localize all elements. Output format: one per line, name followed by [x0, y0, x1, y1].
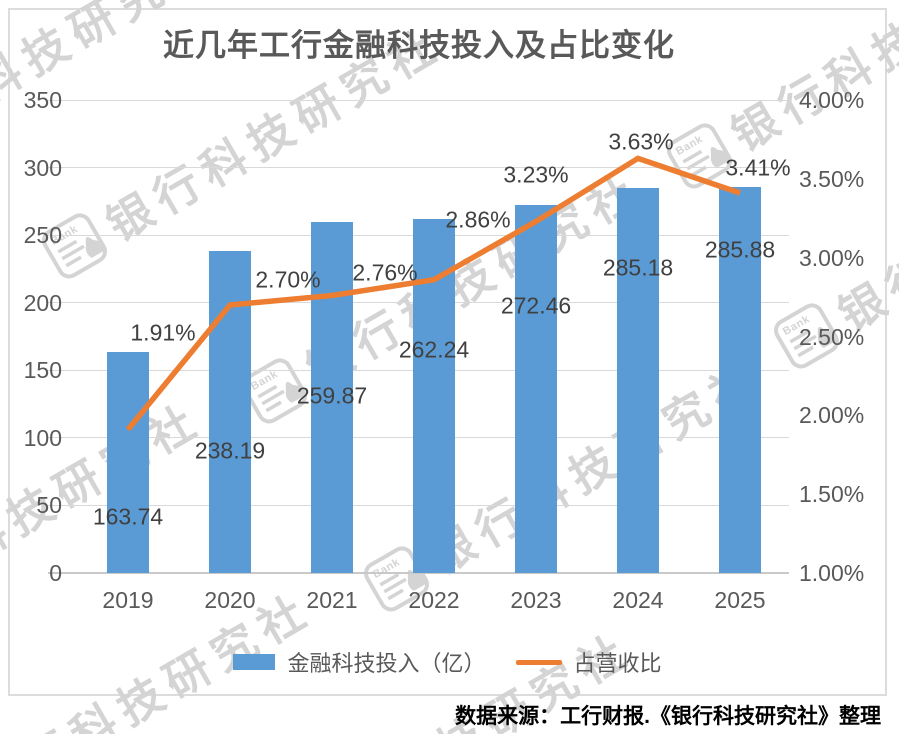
bar-value-label: 259.87 [296, 382, 368, 409]
line-percent-label: 2.76% [352, 259, 418, 286]
right-axis-tick-label: 2.00% [799, 402, 865, 429]
bar-fintech-investment [311, 221, 353, 573]
gridline [48, 99, 789, 101]
x-axis-category-label: 2024 [612, 587, 664, 613]
bar-value-label: 238.19 [194, 437, 266, 464]
bar-fintech-investment [719, 186, 761, 573]
x-axis-category-label: 2022 [408, 587, 460, 613]
x-axis-category-label: 2020 [204, 587, 256, 613]
right-axis-tick-label: 2.50% [799, 323, 865, 350]
right-axis-tick-label: 3.50% [799, 165, 865, 192]
left-axis-tick-label: 150 [23, 357, 62, 384]
legend-bar-swatch-icon [233, 654, 276, 670]
right-axis-tick-label: 1.50% [799, 481, 865, 508]
line-percent-label: 3.41% [725, 154, 791, 181]
legend: 金融科技投入（亿） 占营收比 [8, 646, 887, 678]
x-axis-category-label: 2021 [306, 587, 358, 613]
legend-item-line: 占营收比 [515, 646, 662, 678]
source-note: 数据来源：工行财报.《银行科技研究社》整理 [455, 705, 881, 728]
x-axis-category-label: 2019 [102, 587, 154, 613]
chart-title: 近几年工行金融科技投入及占比变化 [163, 28, 675, 63]
bar-fintech-investment [515, 204, 557, 573]
left-axis-tick-label: 300 [23, 154, 62, 181]
right-axis-tick-label: 4.00% [799, 87, 865, 113]
bar-value-label: 285.88 [704, 236, 776, 263]
left-axis-tick-label: 350 [23, 87, 62, 113]
line-percent-label: 2.70% [255, 266, 321, 293]
line-percent-label: 2.86% [445, 206, 511, 233]
right-axis-tick-label: 3.00% [799, 244, 865, 271]
chart-frame [8, 8, 887, 696]
bar-value-label: 272.46 [500, 292, 572, 319]
bar-value-label: 163.74 [92, 503, 164, 530]
bar-value-label: 262.24 [398, 336, 470, 363]
legend-line-label: 占营收比 [573, 651, 662, 676]
left-axis-tick-label: 0 [49, 560, 62, 586]
right-axis-tick-label: 1.00% [799, 560, 865, 586]
gridline [48, 167, 789, 169]
left-axis-tick-label: 50 [36, 492, 62, 519]
legend-bar-label: 金融科技投入（亿） [287, 651, 486, 676]
x-axis-category-label: 2023 [510, 587, 562, 613]
left-axis-tick-label: 100 [23, 424, 62, 451]
line-percent-label: 1.91% [130, 319, 196, 346]
legend-line-swatch-icon [515, 659, 562, 665]
left-axis-tick-label: 200 [23, 289, 62, 316]
line-percent-label: 3.63% [608, 128, 674, 155]
line-percent-label: 3.23% [503, 161, 569, 188]
x-axis-category-label: 2025 [714, 587, 766, 613]
bar-value-label: 285.18 [602, 254, 674, 281]
bar-fintech-investment [617, 187, 659, 573]
bar-fintech-investment [107, 351, 149, 573]
legend-item-bars: 金融科技投入（亿） [233, 646, 486, 678]
left-axis-tick-label: 250 [23, 222, 62, 249]
